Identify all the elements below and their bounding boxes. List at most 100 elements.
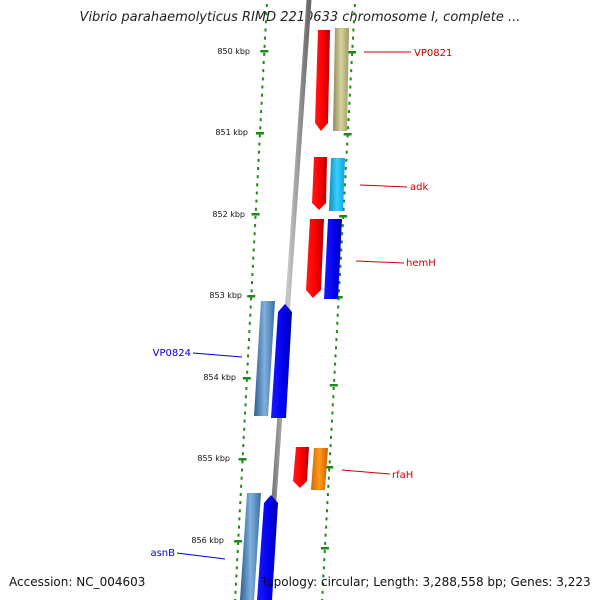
outer-minor-tick — [264, 20, 267, 24]
inner-minor-tick — [337, 305, 340, 309]
inner-minor-tick — [341, 232, 344, 236]
inner-minor-tick — [333, 378, 336, 382]
outer-minor-tick — [248, 321, 251, 325]
inner-minor-tick — [335, 330, 338, 333]
outer-minor-tick — [255, 191, 258, 195]
feature-asnb-blue[interactable] — [257, 495, 278, 600]
outer-minor-tick — [254, 207, 257, 211]
inner-minor-tick — [331, 411, 334, 415]
gene-label-vp0821[interactable]: VP0821 — [414, 48, 452, 59]
outer-minor-tick — [238, 517, 241, 521]
outer-minor-tick — [238, 525, 240, 529]
inner-minor-tick — [344, 167, 347, 170]
label-line-adk — [359, 184, 408, 188]
outer-minor-tick — [258, 134, 261, 138]
outer-minor-tick — [261, 77, 264, 81]
inner-minor-tick — [321, 598, 324, 600]
outer-minor-tick — [247, 354, 250, 358]
outer-minor-tick — [241, 452, 244, 456]
outer-minor-tick — [260, 101, 263, 105]
feature-vp0824-steelblue[interactable] — [254, 301, 275, 416]
outer-minor-tick — [234, 598, 237, 600]
topology-summary: Topology: circular; Length: 3,288,558 bp… — [261, 575, 591, 589]
outer-minor-tick — [265, 4, 268, 7]
inner-minor-tick — [336, 313, 339, 317]
outer-minor-tick — [241, 460, 244, 464]
inner-minor-tick — [325, 525, 328, 529]
outer-minor-tick — [235, 566, 238, 570]
outer-major-tick — [247, 295, 256, 298]
inner-major-tick — [343, 133, 352, 136]
inner-minor-tick — [323, 558, 326, 562]
inner-minor-tick — [338, 281, 341, 285]
inner-minor-tick — [352, 20, 355, 24]
inner-minor-tick — [340, 248, 343, 252]
gene-label-adk[interactable]: adk — [410, 182, 428, 193]
outer-minor-tick — [252, 256, 255, 260]
inner-major-tick — [320, 547, 329, 550]
outer-minor-tick — [237, 541, 240, 545]
inner-minor-tick — [338, 289, 341, 293]
outer-minor-tick — [239, 501, 242, 505]
feature-adk-cyan[interactable] — [329, 158, 345, 211]
outer-major-tick — [238, 458, 247, 461]
label-line-hemh — [355, 260, 405, 264]
inner-minor-tick — [335, 346, 337, 350]
tick-label-852: 852 kbp — [212, 210, 245, 219]
feature-hemh-blue[interactable] — [324, 219, 342, 299]
inner-minor-tick — [330, 427, 333, 431]
gene-label-vp0824[interactable]: VP0824 — [153, 348, 191, 359]
feature-asnb-steelblue[interactable] — [240, 493, 261, 600]
feature-rfah-orange[interactable] — [311, 448, 328, 490]
inner-minor-tick — [347, 118, 350, 122]
outer-minor-tick — [247, 346, 250, 350]
inner-minor-tick — [327, 476, 330, 480]
feature-vp0821-olive[interactable] — [333, 28, 349, 131]
gene-label-asnb[interactable]: asnB — [150, 548, 175, 559]
inner-minor-tick — [342, 207, 345, 211]
outer-minor-tick — [257, 158, 260, 162]
inner-minor-tick — [349, 85, 352, 89]
outer-minor-tick — [251, 281, 253, 285]
outer-minor-tick — [253, 232, 256, 236]
outer-minor-tick — [255, 199, 258, 203]
outer-minor-tick — [258, 150, 260, 154]
feature-rfah-red[interactable] — [293, 447, 309, 488]
outer-minor-tick — [248, 330, 251, 333]
inner-major-tick — [334, 296, 343, 299]
map-title: Vibrio parahaemolyticus RIMD 2210633 chr… — [79, 10, 521, 25]
feature-hemh-red[interactable] — [306, 219, 324, 298]
inner-minor-tick — [322, 566, 325, 570]
outer-minor-tick — [265, 12, 268, 16]
tick-label-855: 855 kbp — [197, 454, 230, 463]
outer-minor-tick — [253, 240, 256, 244]
inner-minor-tick — [353, 12, 356, 16]
inner-minor-tick — [351, 52, 354, 56]
feature-vp0824-blue[interactable] — [271, 304, 292, 418]
gene-label-hemh[interactable]: hemH — [406, 258, 436, 269]
outer-minor-tick — [251, 264, 254, 268]
feature-vp0821-red[interactable] — [315, 30, 330, 131]
inner-minor-tick — [340, 240, 343, 244]
label-line-vp0824 — [192, 352, 243, 358]
outer-minor-tick — [242, 435, 245, 439]
outer-minor-tick — [246, 370, 249, 374]
outer-minor-tick — [256, 183, 259, 187]
outer-minor-tick — [244, 395, 247, 399]
outer-minor-tick — [239, 493, 242, 496]
inner-minor-tick — [350, 69, 353, 73]
inner-minor-tick — [325, 517, 328, 521]
outer-minor-tick — [245, 378, 248, 382]
inner-minor-tick — [326, 509, 328, 513]
outer-minor-tick — [250, 297, 253, 301]
inner-tick-track — [320, 4, 357, 600]
outer-minor-tick — [262, 69, 265, 73]
tick-label-851: 851 kbp — [215, 128, 248, 137]
inner-minor-tick — [347, 126, 350, 130]
outer-minor-tick — [258, 142, 261, 146]
feature-adk-red[interactable] — [312, 157, 327, 210]
inner-minor-tick — [323, 550, 326, 553]
gene-label-rfah[interactable]: rfaH — [392, 470, 413, 481]
inner-minor-tick — [322, 582, 324, 586]
